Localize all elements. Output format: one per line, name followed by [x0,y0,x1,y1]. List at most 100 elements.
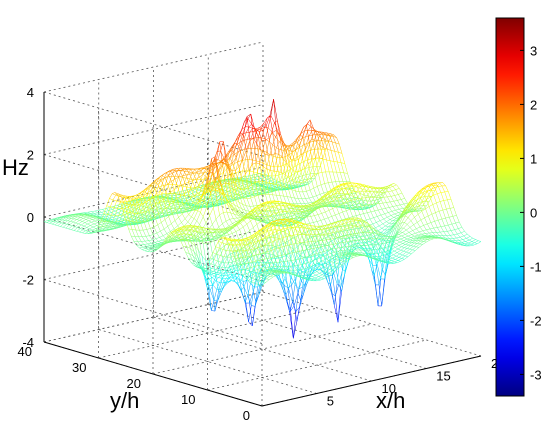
mesh-line [200,212,204,217]
mesh-line [161,178,165,187]
mesh-line [212,268,216,270]
mesh-line [128,228,133,230]
mesh-line [150,200,154,203]
mesh-line [94,213,98,216]
mesh-line [156,230,161,234]
mesh-line [172,213,176,221]
mesh-line [265,127,269,140]
mesh-line [174,204,178,208]
mesh-line [122,194,126,197]
mesh-line [216,289,221,291]
mesh-line [88,220,92,223]
mesh-line [153,187,158,194]
mesh-line [156,232,160,238]
mesh-line [187,221,191,225]
mesh-line [111,192,115,194]
mesh-line [156,202,160,210]
mesh-line [250,137,255,139]
mesh-line [254,176,259,178]
mesh-line [158,241,162,243]
mesh-line [117,224,121,228]
mesh-line [116,224,121,227]
mesh-line [80,225,85,229]
mesh-line [163,226,168,230]
mesh-line [221,286,225,293]
mesh-line [165,210,169,213]
mesh-line [107,212,112,214]
mesh-line [129,220,134,222]
mesh-line [129,203,133,205]
mesh-line [249,170,254,173]
mesh-line [212,219,217,225]
mesh-line [80,215,85,218]
mesh-line [228,233,233,235]
mesh-line [94,210,98,214]
mesh-line [128,200,132,208]
mesh-line [206,194,211,198]
mesh-line [135,209,140,213]
axes-grid [43,41,482,407]
surface-mesh [43,99,482,339]
mesh-line [95,218,99,221]
mesh-line [149,196,154,200]
mesh-line [63,223,67,225]
mesh-line [144,250,148,252]
mesh-line [104,211,108,214]
mesh-line [147,215,151,220]
mesh-line [113,215,118,218]
mesh-line [116,215,120,218]
mesh-line [81,222,86,226]
mesh-line [255,148,260,150]
mesh-line [84,220,89,223]
mesh-line [145,201,149,211]
mesh-line [142,248,146,250]
mesh-line [136,192,141,196]
mesh-line [82,219,87,222]
mesh-line [86,216,91,218]
mesh-line [117,221,122,223]
mesh-line [147,242,152,245]
mesh-line [157,180,162,185]
mesh-line [60,226,64,228]
mesh-line [212,269,216,272]
mesh-line [202,216,207,224]
mesh-line [71,218,75,220]
mesh-line [185,173,190,176]
mesh-line [215,219,219,228]
mesh-line [159,201,164,203]
mesh-line [232,231,237,234]
mesh-line [108,215,112,222]
mesh-line [106,207,110,209]
mesh-line [76,217,81,220]
mesh-line [267,127,272,132]
mesh-line [195,195,199,197]
mesh-line [171,203,175,206]
mesh-line [235,166,240,171]
mesh-line [85,217,90,220]
mesh-line [188,193,192,196]
mesh-line [250,196,255,199]
mesh-line [216,191,220,194]
mesh-line [79,231,83,234]
mesh-line [211,300,215,311]
mesh-line [155,194,159,204]
mesh-line [272,129,277,133]
mesh-line [184,214,189,219]
mesh-line [90,223,95,226]
mesh-line [71,216,76,219]
mesh-line [189,190,193,193]
mesh-line [161,219,166,223]
mesh-line [136,205,141,209]
mesh-line [125,212,130,215]
mesh-line [86,227,90,230]
mesh-line [93,222,98,225]
mesh-line [84,231,89,234]
mesh-line [168,216,172,224]
mesh-line [91,221,95,225]
mesh-line [123,218,127,221]
mesh-line [73,227,78,231]
mesh-line [174,201,178,203]
mesh-line [92,219,96,222]
mesh-line [113,207,118,209]
